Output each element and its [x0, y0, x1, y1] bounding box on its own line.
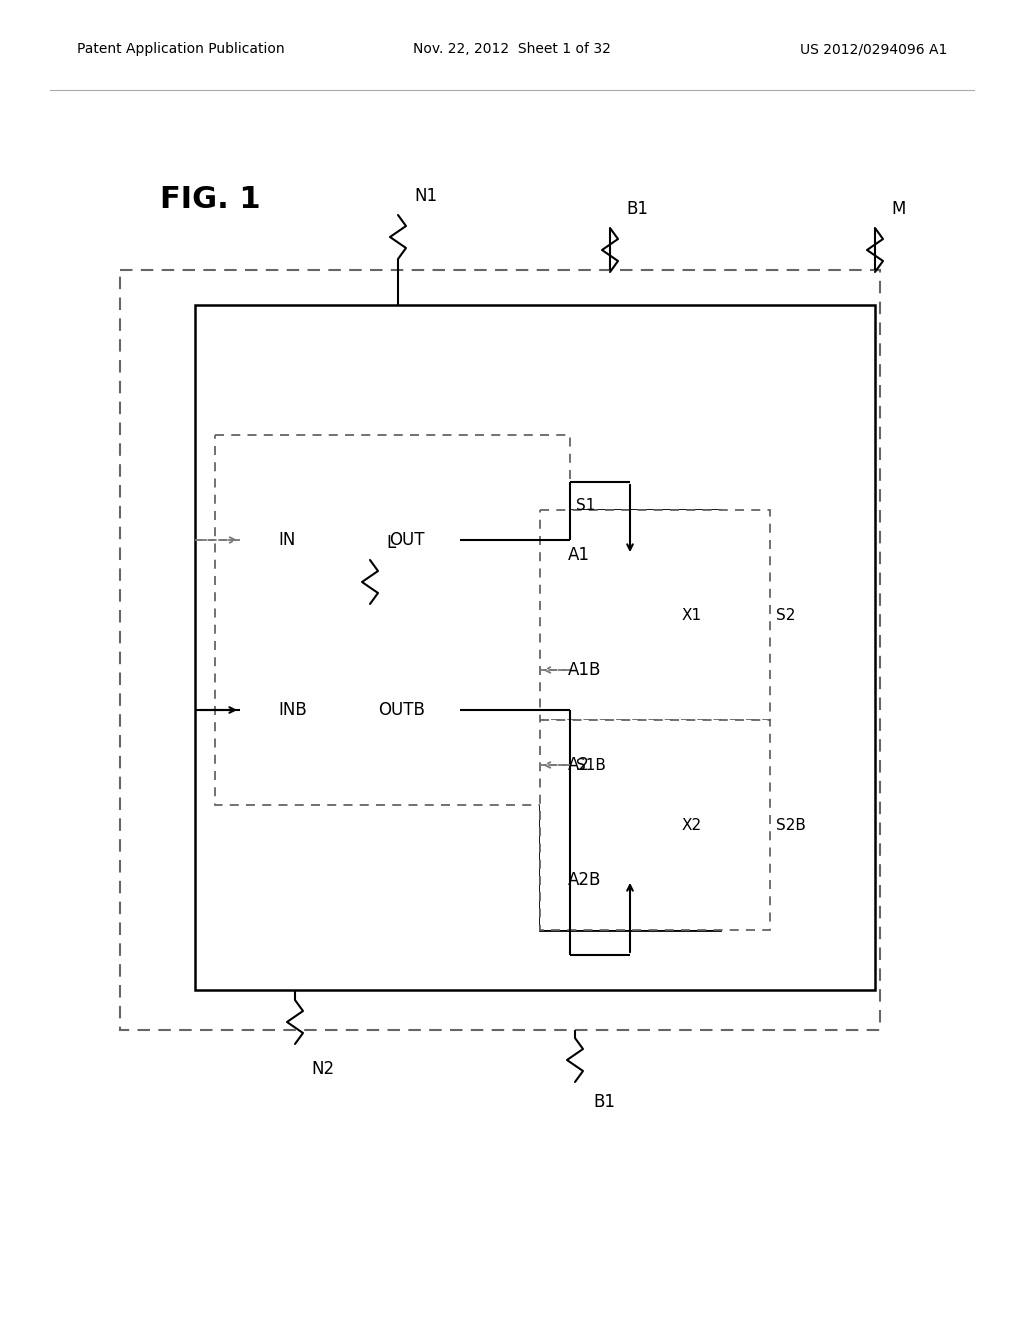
Text: IN: IN [278, 531, 295, 549]
Bar [120, 271, 880, 1030]
Text: S2B: S2B [776, 817, 806, 833]
Text: S2: S2 [776, 607, 796, 623]
Text: N2: N2 [311, 1060, 334, 1078]
Bar [215, 436, 570, 805]
Text: B1: B1 [593, 1093, 615, 1111]
Text: X2: X2 [682, 817, 702, 833]
Text: Patent Application Publication: Patent Application Publication [77, 42, 285, 57]
Bar [240, 459, 460, 789]
Text: X1: X1 [682, 607, 702, 623]
Text: Nov. 22, 2012  Sheet 1 of 32: Nov. 22, 2012 Sheet 1 of 32 [413, 42, 611, 57]
Text: L: L [386, 535, 395, 552]
Text: A1: A1 [568, 546, 590, 564]
Text: B1: B1 [626, 201, 648, 218]
Bar [540, 719, 720, 931]
Bar [540, 510, 770, 719]
Text: S1: S1 [575, 498, 595, 512]
Text: US 2012/0294096 A1: US 2012/0294096 A1 [800, 42, 947, 57]
Text: INB: INB [278, 701, 307, 719]
Bar [540, 719, 770, 931]
Text: A2: A2 [568, 756, 590, 774]
Bar [195, 305, 874, 990]
Text: M: M [891, 201, 905, 218]
Text: FIG. 1: FIG. 1 [160, 186, 261, 214]
Text: N1: N1 [414, 187, 437, 205]
Text: OUTB: OUTB [378, 701, 425, 719]
Text: S1B: S1B [575, 758, 606, 772]
Text: A1B: A1B [568, 661, 601, 678]
Text: OUT: OUT [389, 531, 425, 549]
Bar [540, 510, 720, 719]
Text: A2B: A2B [568, 871, 601, 888]
